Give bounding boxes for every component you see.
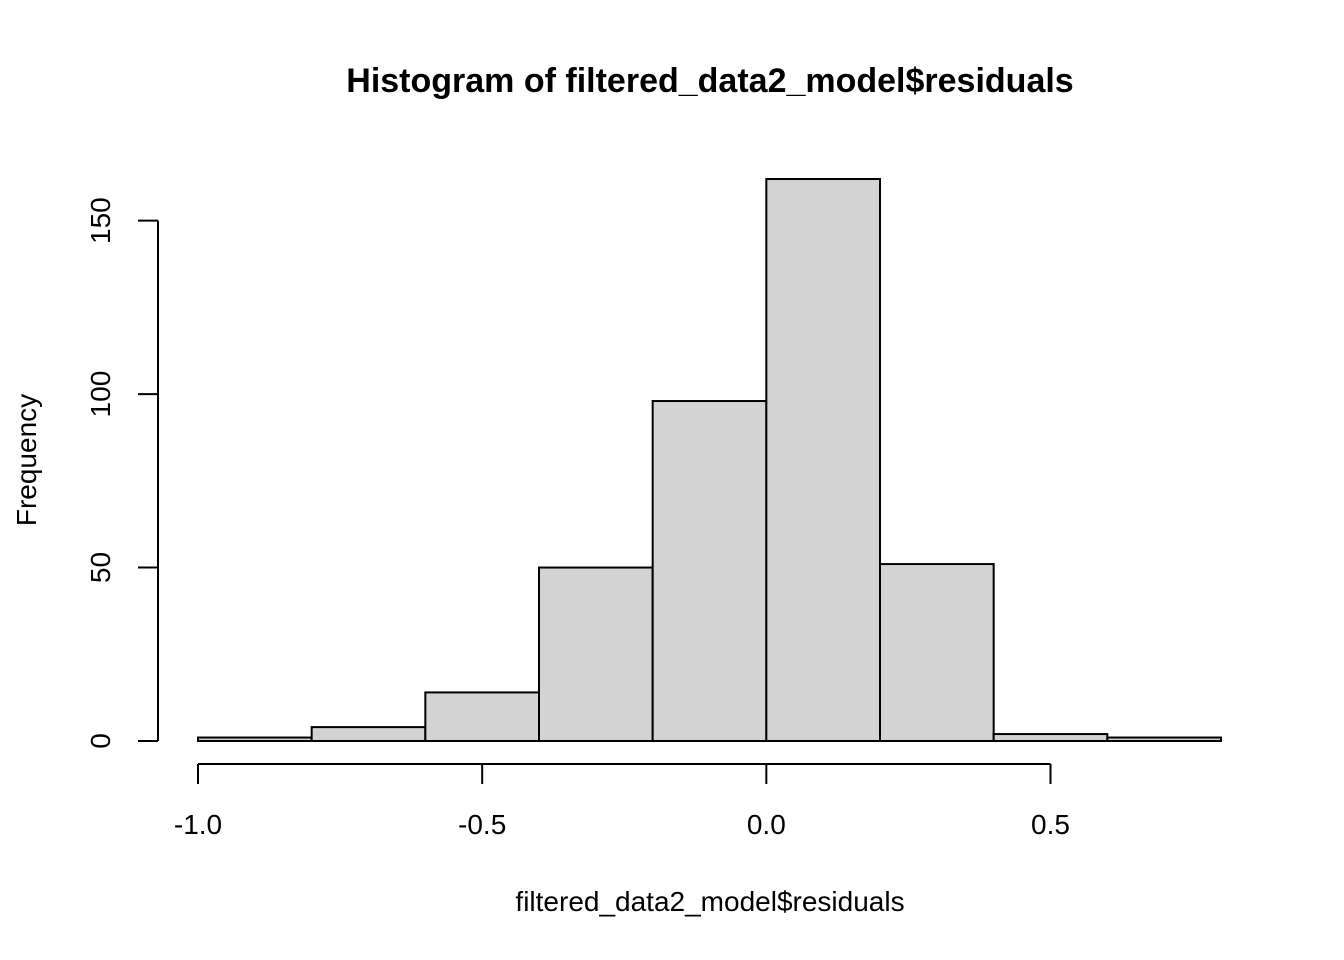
- y-axis-label: Frequency: [11, 394, 42, 526]
- y-tick-label: 50: [85, 552, 116, 583]
- histogram-bar-7: [992, 733, 1109, 742]
- histogram-bar-1: [310, 726, 427, 743]
- x-tick-label: -1.0: [174, 809, 222, 840]
- bars-group: [197, 178, 1223, 743]
- chart-title: Histogram of filtered_data2_model$residu…: [346, 62, 1073, 100]
- y-axis: 0 50 100 150: [85, 197, 159, 749]
- x-axis-label: filtered_data2_model$residuals: [515, 886, 904, 917]
- x-axis: -1.0 -0.5 0.0 0.5: [174, 763, 1070, 840]
- y-tick-label: 100: [85, 371, 116, 418]
- histogram-bar-8: [1106, 736, 1223, 743]
- histogram-bar-3: [538, 566, 654, 742]
- histogram-bar-5: [765, 178, 881, 742]
- y-tick-label: 150: [85, 197, 116, 244]
- y-tick-label: 0: [85, 733, 116, 749]
- histogram-bar-4: [651, 400, 768, 742]
- histogram-bar-2: [424, 691, 541, 743]
- histogram-bar-6: [879, 563, 995, 743]
- x-tick-label: 0.0: [747, 809, 786, 840]
- histogram-bar-0: [197, 736, 313, 743]
- x-tick-label: -0.5: [458, 809, 506, 840]
- x-tick-label: 0.5: [1031, 809, 1070, 840]
